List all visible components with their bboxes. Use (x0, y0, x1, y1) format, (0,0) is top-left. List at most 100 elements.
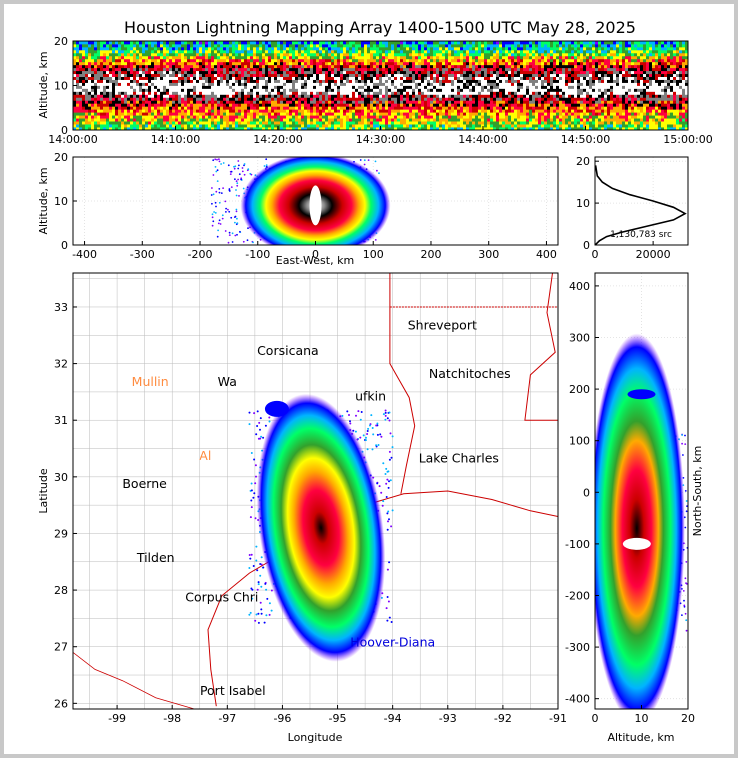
density-cell (565, 61, 569, 66)
density-cell (253, 103, 257, 107)
density-cell (391, 58, 395, 63)
density-cell (409, 100, 413, 104)
density-cell (139, 103, 143, 107)
density-cell (280, 76, 284, 80)
density-cell (283, 121, 287, 125)
density-cell (277, 85, 281, 89)
density-cell (433, 70, 437, 75)
density-cell (211, 115, 215, 119)
density-cell (205, 109, 209, 113)
density-cell (223, 76, 227, 80)
density-cell (514, 43, 518, 48)
density-cell (145, 73, 149, 77)
density-cell (529, 127, 533, 130)
density-cell (439, 94, 443, 98)
density-cell (466, 109, 470, 113)
density-cell (556, 88, 560, 92)
density-cell (148, 97, 152, 101)
density-cell (337, 106, 341, 110)
density-cell (286, 124, 290, 128)
density-cell (79, 61, 83, 66)
density-cell (100, 46, 104, 51)
density-cell (490, 112, 494, 116)
density-cell (391, 91, 395, 95)
density-cell (562, 94, 566, 98)
density-cell (475, 97, 479, 101)
density-cell (334, 88, 338, 92)
density-cell (466, 73, 470, 77)
density-cell (337, 121, 341, 125)
density-cell (343, 67, 347, 72)
density-cell (226, 103, 230, 107)
density-cell (343, 124, 347, 128)
density-cell (508, 127, 512, 130)
density-cell (172, 100, 176, 104)
density-cell (496, 91, 500, 95)
density-cell (376, 118, 380, 122)
density-cell (238, 64, 242, 69)
density-cell (427, 85, 431, 89)
density-cell (478, 43, 482, 48)
density-cell (292, 103, 296, 107)
density-cell (382, 91, 386, 95)
density-cell (103, 124, 107, 128)
density-cell (94, 85, 98, 89)
density-cell (139, 121, 143, 125)
density-cell (112, 100, 116, 104)
density-cell (475, 109, 479, 113)
density-cell (160, 115, 164, 119)
density-cell (361, 121, 365, 125)
density-cell (91, 76, 95, 80)
density-cell (487, 121, 491, 125)
density-cell (547, 82, 551, 86)
density-cell (106, 67, 110, 72)
density-cell (73, 124, 77, 128)
density-cell (154, 91, 158, 95)
density-cell (511, 124, 515, 128)
density-cell (352, 64, 356, 69)
density-cell (268, 121, 272, 125)
density-cell (271, 41, 275, 45)
density-cell (496, 103, 500, 107)
density-cell (160, 100, 164, 104)
density-cell (412, 94, 416, 98)
density-cell (562, 100, 566, 104)
density-cell (154, 55, 158, 60)
density-cell (238, 46, 242, 51)
density-cell (202, 58, 206, 63)
density-cell (91, 46, 95, 51)
density-cell (346, 106, 350, 110)
density-cell (559, 43, 563, 48)
density-cell (229, 58, 233, 63)
density-cell (535, 118, 539, 122)
density-cell (322, 76, 326, 80)
density-cell (271, 52, 275, 57)
density-cell (472, 121, 476, 125)
density-cell (370, 85, 374, 89)
density-cell (412, 106, 416, 110)
density-cell (196, 94, 200, 98)
density-cell (526, 109, 530, 113)
density-cell (163, 85, 167, 89)
density-cell (415, 91, 419, 95)
density-cell (427, 43, 431, 48)
density-cell (112, 43, 116, 48)
density-cell (445, 94, 449, 98)
density-cell (562, 88, 566, 92)
density-cell (163, 82, 167, 86)
density-cell (193, 79, 197, 83)
density-cell (325, 76, 329, 80)
density-cell (421, 73, 425, 77)
density-cell (388, 121, 392, 125)
density-cell (373, 43, 377, 48)
density-cell (262, 49, 266, 54)
density-cell (493, 79, 497, 83)
density-cell (76, 67, 80, 72)
density-cell (463, 58, 467, 63)
density-cell (343, 58, 347, 63)
density-cell (169, 82, 173, 86)
density-cell (331, 112, 335, 116)
density-cell (166, 94, 170, 98)
density-cell (415, 67, 419, 72)
density-cell (88, 88, 92, 92)
